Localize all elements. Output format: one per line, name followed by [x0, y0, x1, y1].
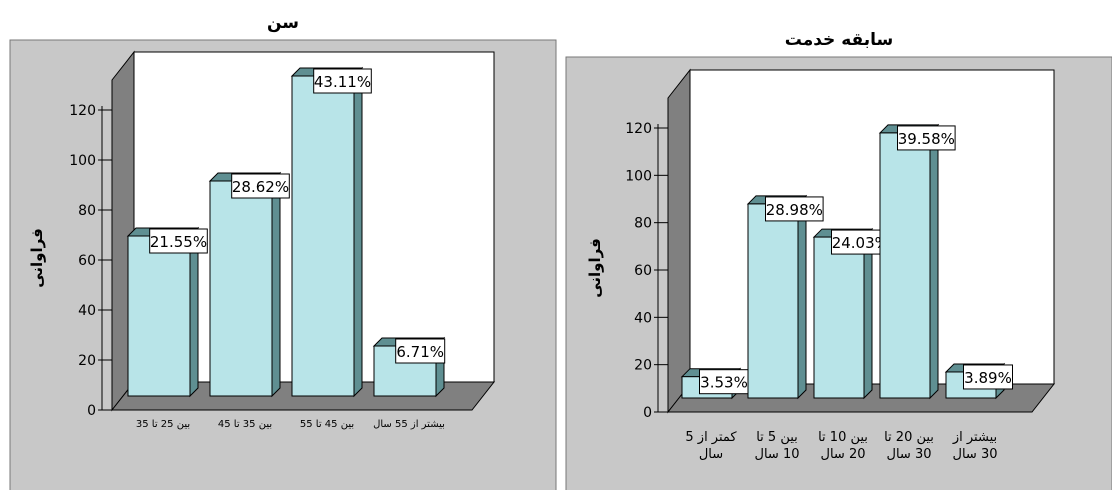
y-tick-label: 20	[634, 358, 652, 374]
service-chart-title: سابقه خدمت	[785, 30, 894, 50]
x-tick-label: بیشتر از 55 سال	[373, 419, 445, 430]
data-label-box	[149, 228, 208, 254]
y-tick-label: 40	[78, 303, 96, 319]
y-tick-label: 60	[78, 253, 96, 269]
data-label: 28.98%	[766, 201, 823, 219]
bar-side	[929, 123, 939, 400]
y-tick-label: 120	[69, 103, 96, 119]
bar-side	[353, 66, 363, 398]
y-tick-label: 80	[78, 203, 96, 219]
x-tick-label: کمتر از 5	[685, 430, 737, 445]
y-tick-label: 120	[625, 121, 652, 137]
data-label: 6.71%	[396, 343, 444, 361]
x-tick-label: بین 45 تا 55	[300, 419, 354, 430]
bar	[747, 203, 799, 399]
service-chart: سابقه خدمت فراوانی 0 20 40 60 80 100 120 3.53% ک…	[565, 30, 1112, 494]
y-tick-label: 60	[634, 263, 652, 279]
y-tick-label: 0	[87, 403, 96, 419]
data-label: 24.03%	[832, 234, 889, 252]
x-tick-label: بین 5 تا	[756, 430, 798, 445]
x-tick-label: 20 سال	[821, 447, 866, 462]
data-label-box	[765, 196, 824, 222]
data-label: 3.89%	[964, 369, 1012, 387]
x-tick-label: 30 سال	[887, 447, 932, 462]
y-tick-label: 100	[625, 168, 652, 184]
y-tick-label: 0	[643, 405, 652, 421]
bar	[209, 180, 273, 397]
chart-side-wall	[667, 68, 691, 414]
age-chart-ylabel: فراوانی	[28, 228, 46, 288]
data-label: 21.55%	[150, 233, 207, 251]
bar-side	[797, 194, 807, 400]
x-tick-label: بین 25 تا 35	[136, 419, 190, 430]
x-tick-label: سال	[699, 447, 723, 462]
x-tick-label: بین 10 تا	[818, 430, 868, 445]
x-tick-label: بین 35 تا 45	[218, 419, 272, 430]
x-tick-label: بیشتر از	[952, 430, 997, 445]
data-label-box	[963, 364, 1013, 390]
y-tick-label: 20	[78, 353, 96, 369]
data-label-box	[395, 338, 446, 364]
age-chart: سن فراوانی 0 20 40 60 80 100 120 21.55% بین 25 ت…	[9, 13, 557, 494]
bar	[879, 132, 931, 399]
bar-side	[271, 171, 281, 398]
bar	[813, 236, 865, 399]
data-label-box	[313, 68, 372, 94]
age-chart-title: سن	[267, 13, 299, 33]
x-tick-label: بین 20 تا	[884, 430, 934, 445]
y-tick-label: 100	[69, 153, 96, 169]
service-chart-ylabel: فراوانی	[586, 238, 604, 298]
data-label: 3.53%	[700, 374, 748, 392]
bar	[291, 75, 355, 397]
data-label: 28.62%	[232, 178, 289, 196]
data-label-box	[231, 173, 290, 199]
y-tick-label: 80	[634, 216, 652, 232]
data-label: 43.11%	[314, 73, 371, 91]
data-label-box	[897, 125, 956, 151]
x-tick-label: 10 سال	[755, 447, 800, 462]
x-tick-label: 30 سال	[953, 447, 998, 462]
bar	[127, 235, 191, 397]
y-tick-label: 40	[634, 310, 652, 326]
data-label: 39.58%	[898, 130, 955, 148]
